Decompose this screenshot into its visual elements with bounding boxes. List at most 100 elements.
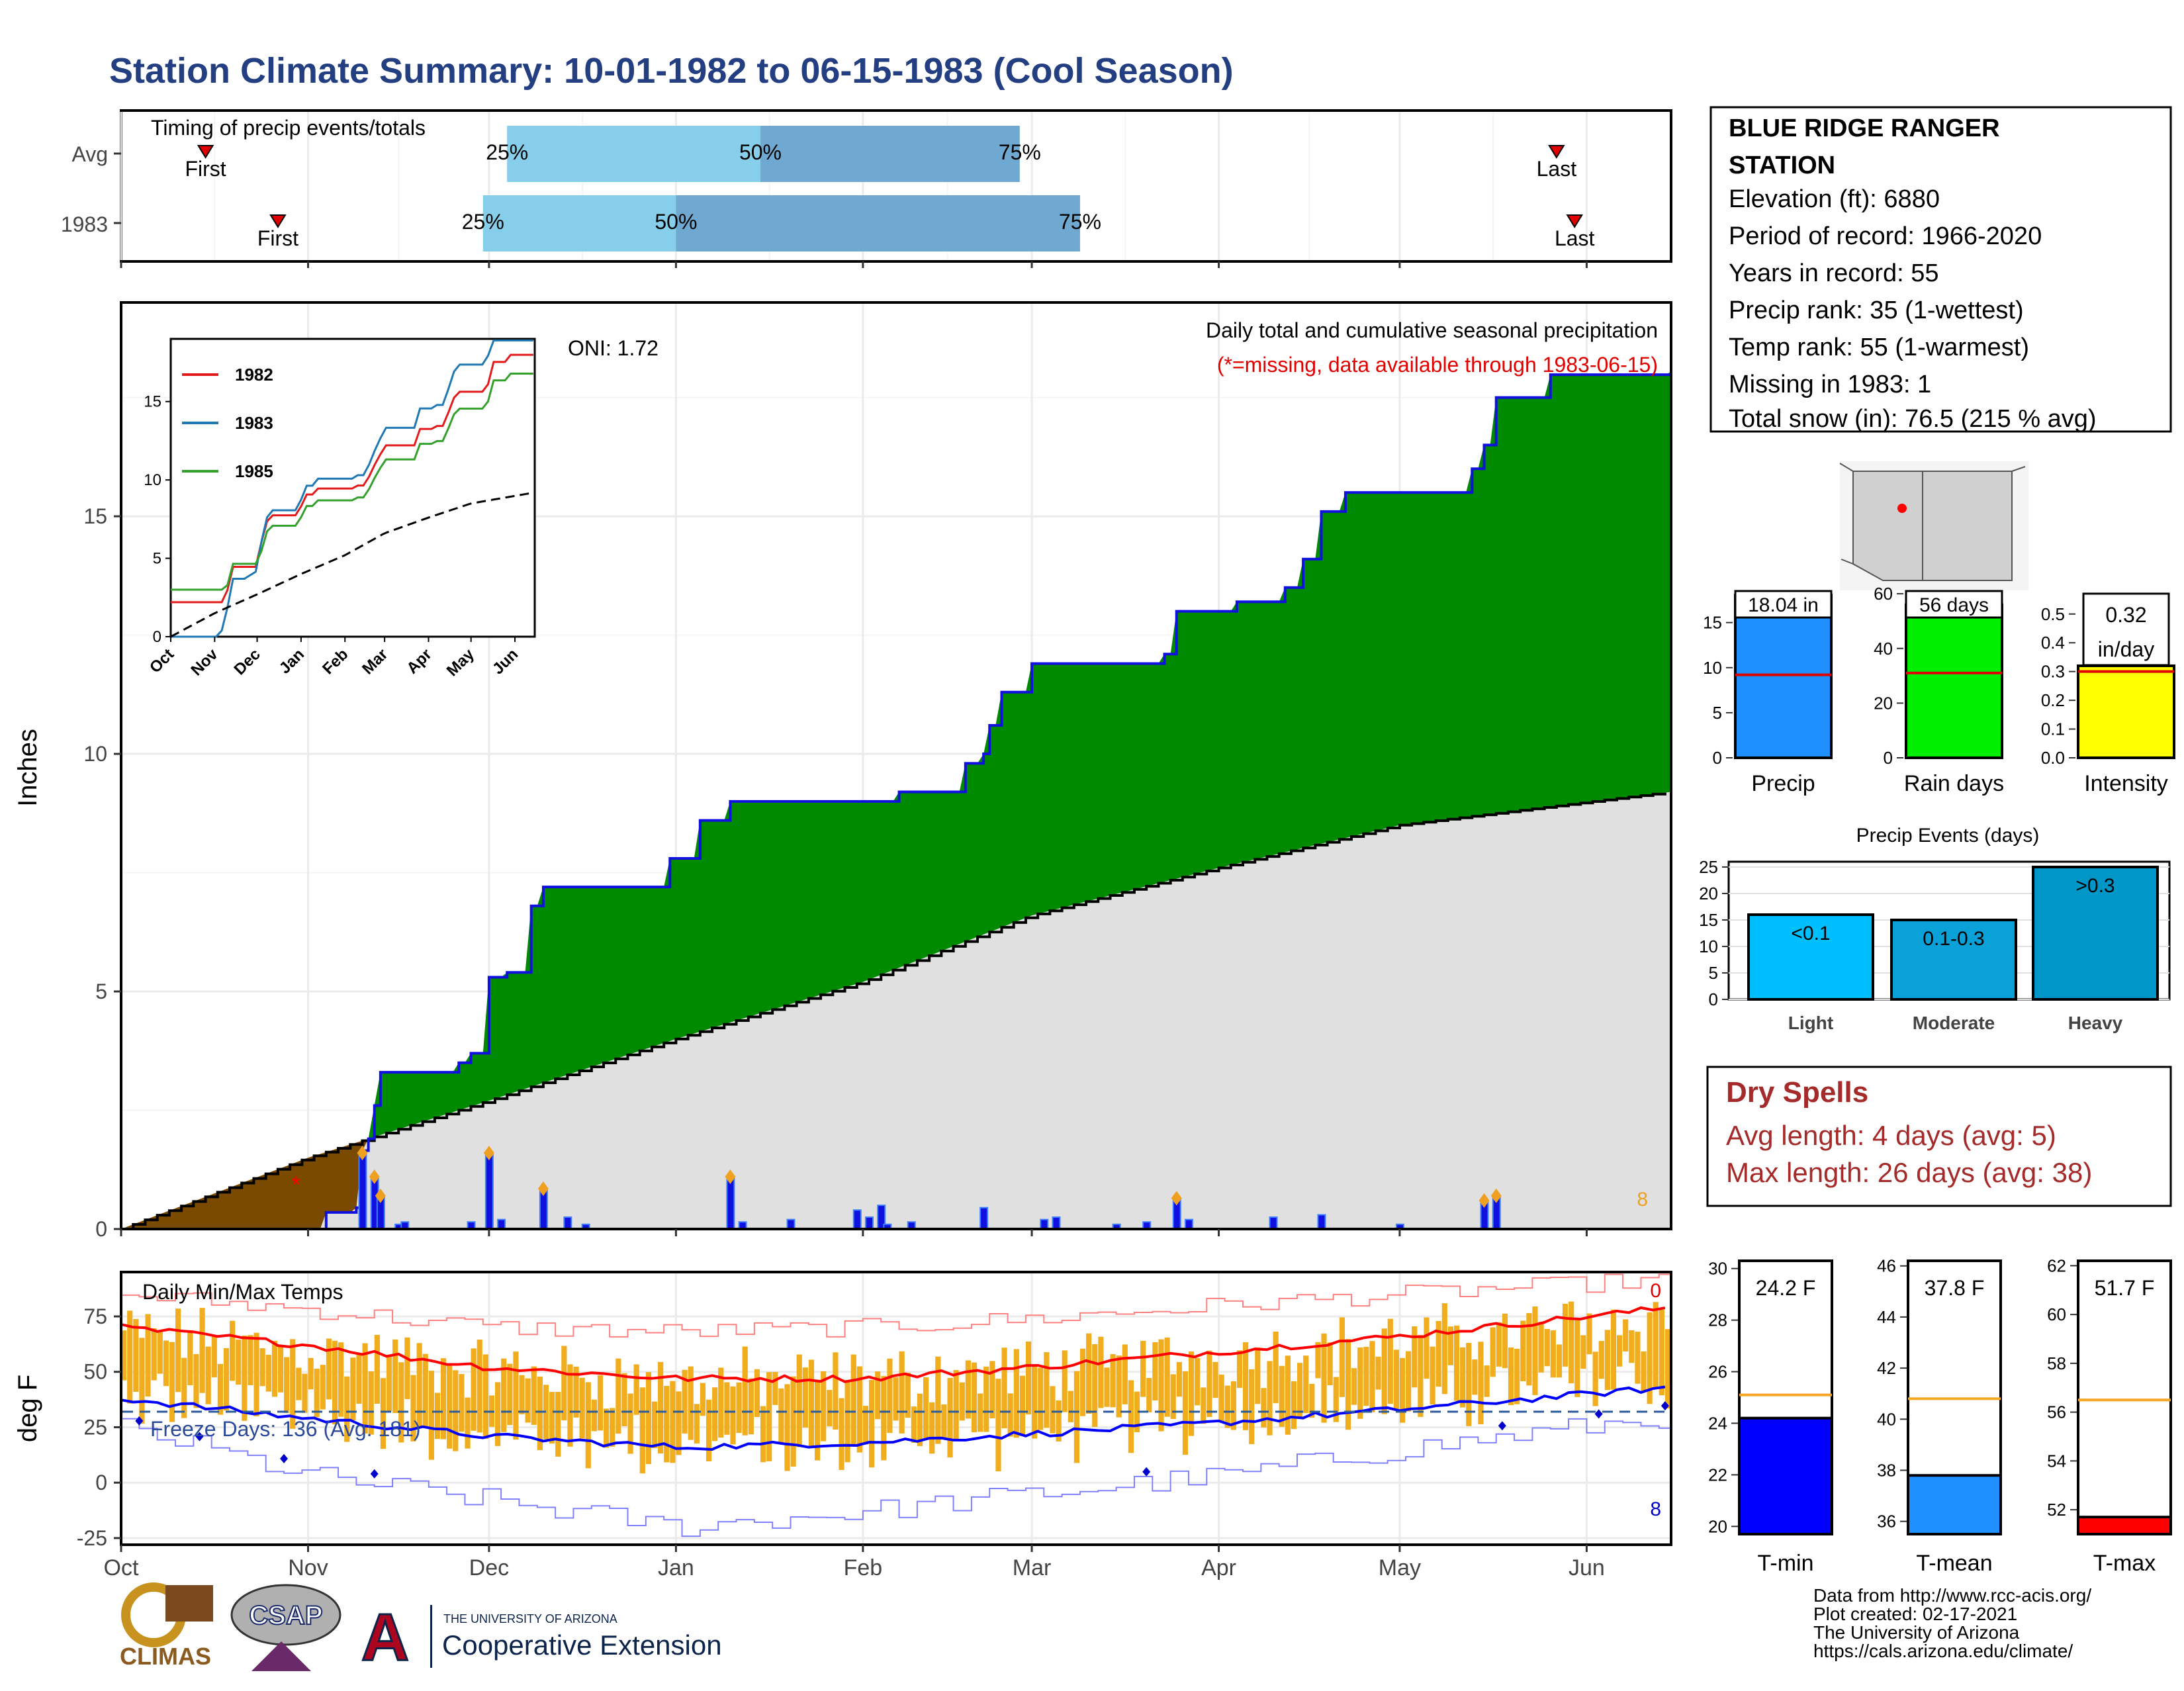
daily-temp-bar xyxy=(205,1346,211,1404)
temp-bar-y-tick-label: 58 xyxy=(2047,1353,2066,1373)
events-y-tick-label: 25 xyxy=(1699,857,1718,877)
cumulative-precip-line xyxy=(121,371,1672,1230)
daily-temp-bar xyxy=(422,1353,428,1428)
intensity-label-box xyxy=(2082,592,2170,666)
temp-bar-category-label: T-min xyxy=(1758,1551,1814,1576)
snow-marker xyxy=(537,1181,549,1196)
daily-temp-bar xyxy=(796,1354,802,1447)
temp-panel: -25 0 25 50 75 Oct Nov Dec Jan Feb Mar Apr May Jun d… xyxy=(13,1271,1672,1580)
stat-bar-category-label: Intensity xyxy=(2084,771,2168,796)
daily-temp-bar xyxy=(1393,1349,1400,1411)
daily-temp-bar xyxy=(760,1406,766,1463)
events-y-tick-label: 10 xyxy=(1699,937,1718,956)
daily-temp-bar xyxy=(1086,1333,1092,1414)
temp-bar-1 xyxy=(1907,1474,2002,1536)
temp-bar-y-tick-label: 24 xyxy=(1708,1413,1727,1433)
stat-y-tick-label: 40 xyxy=(1874,639,1893,659)
daily-temp-bar xyxy=(368,1371,374,1435)
daily-temp-bar xyxy=(772,1371,778,1405)
ua-a-logo: A xyxy=(361,1600,409,1674)
temp-bar-y-tick-label: 26 xyxy=(1708,1362,1727,1382)
stat-y-tick-label: 0.2 xyxy=(2041,690,2065,710)
daily-temp-bar xyxy=(742,1346,748,1436)
daily-temp-bar xyxy=(1321,1333,1327,1423)
daily-temp-bar xyxy=(875,1371,881,1420)
daily-temp-bar xyxy=(1399,1357,1406,1423)
daily-temp-bar xyxy=(658,1361,664,1454)
daily-temp-bar xyxy=(971,1362,978,1433)
stat-y-tick-label: 0.4 xyxy=(2041,633,2065,653)
daily-temp-bar xyxy=(802,1367,808,1428)
stat-bar-category-label: Precip xyxy=(1751,771,1815,796)
daily-temp-bar xyxy=(1279,1365,1285,1427)
daily-temp-bar xyxy=(1032,1365,1038,1439)
events-bar-label: >0.3 xyxy=(2075,875,2115,897)
daily-temp-bar xyxy=(169,1342,175,1422)
daily-temp-bar xyxy=(1496,1322,1502,1367)
stat-bar-value-label: 56 days xyxy=(1919,594,1989,616)
daily-temp-bar xyxy=(670,1381,676,1463)
daily-temp-bar xyxy=(573,1366,579,1418)
events-y-tick-label: 20 xyxy=(1699,884,1718,903)
events-bar-1 xyxy=(1890,919,2017,1001)
daily-temp-bar xyxy=(1659,1310,1664,1396)
temp-bar-y-tick-label: 60 xyxy=(2047,1304,2066,1324)
daily-temp-bar xyxy=(230,1320,236,1381)
snow-marker xyxy=(369,1169,380,1185)
station-info-frame xyxy=(1709,106,2172,433)
daily-temp-bar xyxy=(1068,1391,1073,1422)
daily-temp-bar xyxy=(1569,1301,1574,1384)
temp-y-axis-label: deg F xyxy=(13,1375,42,1442)
daily-temp-bar xyxy=(477,1340,482,1433)
station-info-box: BLUE RIDGE RANGER STATION Elevation (ft)… xyxy=(1709,106,2172,433)
daily-temp-bar xyxy=(591,1399,598,1432)
temp-panel-frame xyxy=(120,1271,1672,1546)
temp-marks xyxy=(120,1273,1671,1537)
daily-temp-bar xyxy=(784,1384,790,1471)
events-category-label: Heavy xyxy=(2068,1013,2123,1033)
daily-temp-bar xyxy=(356,1354,362,1404)
temp-y-tick-label: 25 xyxy=(83,1415,107,1439)
daily-temp-bar xyxy=(259,1348,265,1387)
daily-temp-bar xyxy=(1007,1393,1013,1437)
daily-temp-bar xyxy=(1019,1375,1026,1436)
stat-y-tick-label: 0.1 xyxy=(2041,719,2065,739)
temp-bar-y-tick-label: 38 xyxy=(1877,1461,1896,1481)
daily-temp-bar xyxy=(1327,1342,1333,1385)
timing-label-75: 75% xyxy=(1059,210,1101,234)
daily-temp-bar xyxy=(1629,1330,1635,1363)
temp-bar-2 xyxy=(2077,1516,2172,1535)
events-category-label: Light xyxy=(1788,1013,1833,1033)
daily-temp-bar xyxy=(465,1397,471,1449)
missing-data-marker: * xyxy=(292,1172,300,1197)
daily-temp-bar xyxy=(127,1310,133,1404)
stat-bar-2 xyxy=(2077,664,2175,759)
precip-chart-title: Daily total and cumulative seasonal prec… xyxy=(1206,318,1658,342)
daily-temp-bar xyxy=(911,1406,917,1443)
events-bars: 0 5 10 15 20 25 <0.1 Light 0.1-0.3 Moderate >0.3 He… xyxy=(1699,857,2171,1033)
daily-temp-bar xyxy=(1218,1374,1224,1422)
daily-temp-bar xyxy=(1357,1348,1363,1419)
daily-temp-bar xyxy=(1538,1322,1544,1373)
daily-temp-bar xyxy=(790,1376,796,1467)
daily-temp-bar xyxy=(494,1382,501,1446)
precip-y-tick-label: 10 xyxy=(83,742,107,766)
climas-logo: CLIMAS xyxy=(120,1582,213,1670)
daily-temp-bar xyxy=(808,1359,815,1447)
daily-temp-bar xyxy=(748,1378,754,1435)
daily-temp-bar xyxy=(718,1367,724,1438)
events-bar-label: 0.1-0.3 xyxy=(1923,928,1984,950)
month-axis: Oct Nov Dec Jan Feb Mar Apr May Jun xyxy=(104,1545,1605,1580)
daily-temp-bar xyxy=(1598,1341,1604,1379)
daily-temp-bar xyxy=(242,1336,248,1421)
dry-spells-title: Dry Spells xyxy=(1726,1076,1868,1109)
daily-temp-bar xyxy=(482,1354,488,1439)
month-tick-label: Jan xyxy=(658,1555,694,1580)
daily-temp-bar xyxy=(290,1339,296,1429)
daily-temp-bar xyxy=(1249,1369,1255,1444)
daily-temp-bar xyxy=(1635,1332,1641,1384)
daily-temp-bar xyxy=(1381,1328,1387,1414)
daily-temp-bar xyxy=(983,1366,989,1432)
daily-temp-bar xyxy=(844,1380,850,1463)
